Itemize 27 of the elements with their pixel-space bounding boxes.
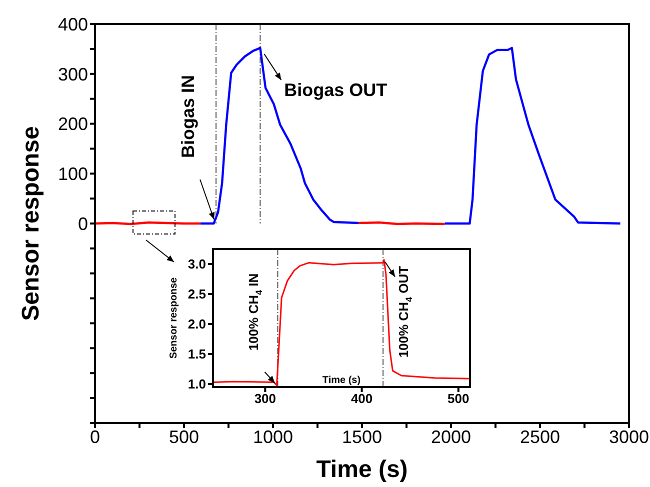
- y-axis-title: Sensor response: [18, 126, 45, 321]
- y-tick-label: 300: [58, 64, 88, 84]
- x-tick-label: 300: [254, 391, 276, 406]
- x-tick-label: 500: [448, 391, 470, 406]
- x-axis-title: Time (s): [322, 375, 361, 386]
- line-series: [213, 259, 470, 386]
- y-tick-label: 2.0: [188, 316, 206, 332]
- y-tick-label: 3.0: [188, 256, 206, 272]
- x-tick-label: 400: [350, 391, 373, 406]
- y-tick-label: 400: [58, 14, 88, 34]
- x-tick-label: 3000: [608, 426, 650, 447]
- y-tick-label: 1.5: [188, 346, 206, 362]
- y-tick-label: 0: [78, 214, 88, 234]
- x-tick-label: 1500: [342, 426, 382, 447]
- x-tick-label: 2000: [430, 426, 472, 447]
- x-tick-label: 1000: [252, 426, 294, 447]
- annotation: Biogas OUT: [284, 80, 388, 100]
- annotation: Biogas IN: [178, 74, 198, 158]
- y-tick-label: 100: [58, 164, 88, 184]
- y-tick-label: 1.0: [188, 376, 206, 392]
- x-axis-title: Time (s): [316, 456, 408, 483]
- y-tick-label: 200: [58, 114, 88, 134]
- x-tick-label: 0: [90, 426, 100, 447]
- x-tick-label: 500: [168, 426, 200, 447]
- x-tick-label: 2500: [520, 426, 560, 447]
- y-tick-label: 2.5: [188, 286, 206, 302]
- y-axis-title: Sensor response: [168, 276, 180, 359]
